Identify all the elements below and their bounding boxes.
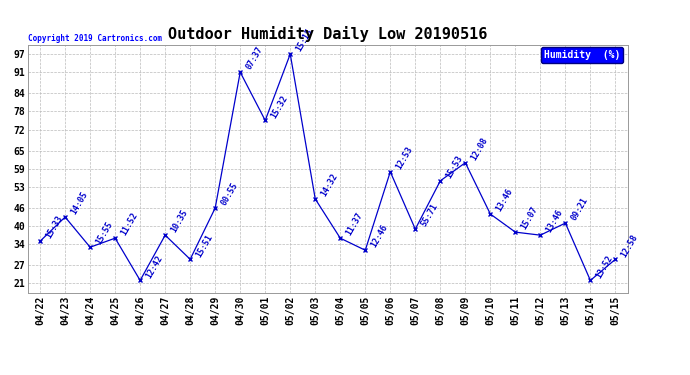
Text: 12:08: 12:08	[469, 136, 490, 162]
Text: 12:58: 12:58	[620, 232, 640, 258]
Text: 12:46: 12:46	[369, 224, 390, 249]
Text: 13:46: 13:46	[495, 187, 515, 213]
Title: Outdoor Humidity Daily Low 20190516: Outdoor Humidity Daily Low 20190516	[168, 27, 487, 42]
Text: 14:05: 14:05	[69, 190, 90, 216]
Text: 11:52: 11:52	[119, 211, 139, 237]
Text: 07:37: 07:37	[244, 45, 265, 71]
Text: 55:71: 55:71	[420, 202, 440, 228]
Text: 15:51: 15:51	[195, 232, 215, 258]
Text: 10:35: 10:35	[169, 208, 190, 234]
Text: 15:32: 15:32	[269, 93, 290, 120]
Text: 15:15: 15:15	[295, 27, 315, 53]
Text: 00:55: 00:55	[219, 181, 239, 207]
Text: 11:37: 11:37	[344, 211, 365, 237]
Text: 15:53: 15:53	[444, 154, 465, 180]
Text: 15:33: 15:33	[44, 214, 65, 240]
Text: 12:42: 12:42	[144, 254, 165, 280]
Text: 12:53: 12:53	[395, 145, 415, 171]
Legend: Humidity  (%): Humidity (%)	[541, 47, 623, 63]
Text: 15:07: 15:07	[520, 205, 540, 231]
Text: 15:55: 15:55	[95, 220, 115, 246]
Text: 13:46: 13:46	[544, 208, 565, 234]
Text: 14:32: 14:32	[319, 172, 339, 198]
Text: 09:21: 09:21	[569, 196, 590, 222]
Text: 13:52: 13:52	[595, 254, 615, 280]
Text: Copyright 2019 Cartronics.com: Copyright 2019 Cartronics.com	[28, 33, 161, 42]
